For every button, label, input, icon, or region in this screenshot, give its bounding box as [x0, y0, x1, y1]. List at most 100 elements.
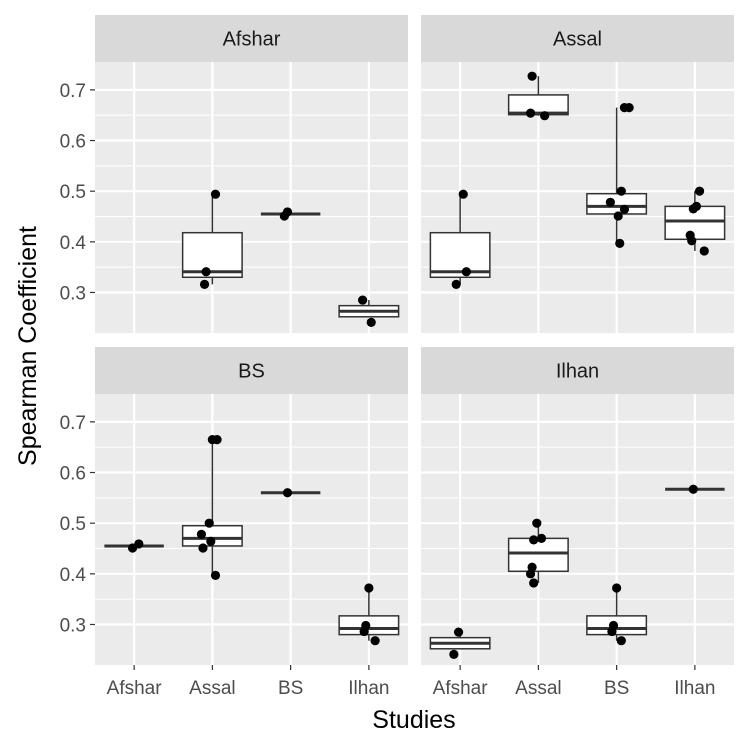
panel-background	[421, 62, 734, 333]
facet-strip	[421, 347, 734, 394]
data-point	[451, 279, 461, 289]
y-tick-label: 0.6	[60, 464, 86, 485]
x-tick-label: Ilhan	[674, 678, 715, 699]
box-group-assal	[507, 518, 569, 588]
data-point	[619, 204, 630, 215]
x-axis-title: Studies	[372, 706, 455, 734]
data-point	[616, 186, 626, 196]
data-point	[204, 518, 214, 528]
y-tick-label: 0.3	[60, 615, 86, 636]
data-point	[210, 570, 221, 580]
facet-panel-afshar: Afshar	[95, 15, 408, 333]
data-point	[688, 204, 698, 214]
y-tick-label: 0.5	[60, 182, 86, 203]
data-point	[366, 317, 376, 327]
data-point	[359, 626, 369, 637]
data-point	[527, 71, 537, 81]
box-group-bs	[586, 583, 648, 646]
y-tick-label: 0.7	[60, 413, 86, 434]
data-point	[134, 539, 144, 549]
data-point	[449, 649, 459, 659]
data-point	[370, 636, 380, 646]
data-point	[201, 267, 211, 277]
data-point	[687, 236, 697, 246]
x-tick-label: Afshar	[433, 678, 489, 699]
data-point	[699, 246, 709, 256]
facet-panel-ilhan: Ilhan	[421, 347, 734, 665]
data-point	[458, 189, 468, 199]
data-point	[196, 529, 207, 539]
box-group-assal	[181, 189, 243, 289]
data-point	[607, 626, 617, 637]
box-group-ilhan	[338, 583, 400, 646]
x-tick-label: Assal	[515, 678, 561, 699]
data-point	[461, 267, 471, 277]
data-point	[529, 578, 539, 588]
x-tick-label: Ilhan	[348, 678, 389, 699]
x-tick-label: Assal	[189, 678, 235, 699]
box-group-bs	[260, 488, 321, 498]
box	[507, 537, 569, 573]
box-group-assal	[507, 71, 569, 121]
data-point	[694, 186, 705, 196]
data-point	[605, 197, 615, 207]
data-point	[615, 238, 625, 248]
data-point	[198, 543, 208, 553]
facet-strip	[95, 15, 408, 62]
data-point	[199, 279, 210, 289]
x-tick-label: Afshar	[107, 678, 163, 699]
data-point	[613, 211, 623, 221]
box-group-afshar	[104, 539, 164, 553]
panels-layer: Afshar Assal BS Ilhan	[95, 15, 734, 665]
y-tick-label: 0.4	[60, 565, 87, 586]
data-point	[540, 111, 550, 121]
box-group-afshar	[429, 189, 491, 289]
data-point	[536, 533, 547, 543]
data-point	[616, 636, 626, 646]
data-point	[525, 108, 536, 118]
data-point	[282, 488, 293, 498]
facet-strip-label: Assal	[553, 29, 602, 51]
data-point	[453, 627, 464, 637]
facet-panel-bs: BS	[95, 347, 408, 665]
box-group-ilhan	[665, 484, 725, 494]
panel-background	[421, 394, 734, 665]
data-point	[529, 535, 539, 545]
box	[586, 192, 648, 215]
box	[507, 94, 569, 116]
data-point	[612, 583, 622, 593]
x-tick-label: BS	[604, 678, 629, 699]
facet-strip-label: Afshar	[223, 29, 281, 51]
data-point	[364, 583, 374, 593]
box-group-assal	[181, 434, 243, 580]
facet-panel-assal: Assal	[421, 15, 734, 333]
data-point	[282, 207, 293, 217]
facet-strip	[421, 15, 734, 62]
box-group-afshar	[429, 627, 491, 659]
data-point	[206, 536, 216, 547]
facet-strip-label: Ilhan	[556, 361, 599, 383]
facet-strip	[95, 347, 408, 394]
data-point	[358, 295, 368, 305]
y-tick-label: 0.5	[60, 514, 86, 535]
box	[181, 231, 243, 279]
data-point	[525, 569, 536, 579]
axes-layer: 0.3 0.4 0.5 0.6 0.7 0.3 0.4 0.5 0.6 0.7 Afshar Assa…	[60, 81, 716, 699]
x-tick-label: BS	[278, 678, 303, 699]
y-tick-label: 0.4	[60, 233, 87, 254]
panel-background	[95, 62, 408, 333]
box-group-bs	[586, 102, 648, 248]
y-axis-title: Spearman Coefficient	[14, 226, 42, 466]
box-group-ilhan	[664, 186, 726, 256]
data-point	[624, 102, 634, 113]
data-point	[210, 189, 221, 199]
facet-strip-label: BS	[238, 361, 265, 383]
box-group-ilhan	[338, 295, 400, 327]
box-group-bs	[260, 207, 321, 221]
data-point	[688, 484, 698, 494]
data-point	[212, 434, 222, 445]
data-point	[532, 518, 542, 528]
y-tick-label: 0.7	[60, 81, 86, 102]
box	[429, 231, 491, 279]
